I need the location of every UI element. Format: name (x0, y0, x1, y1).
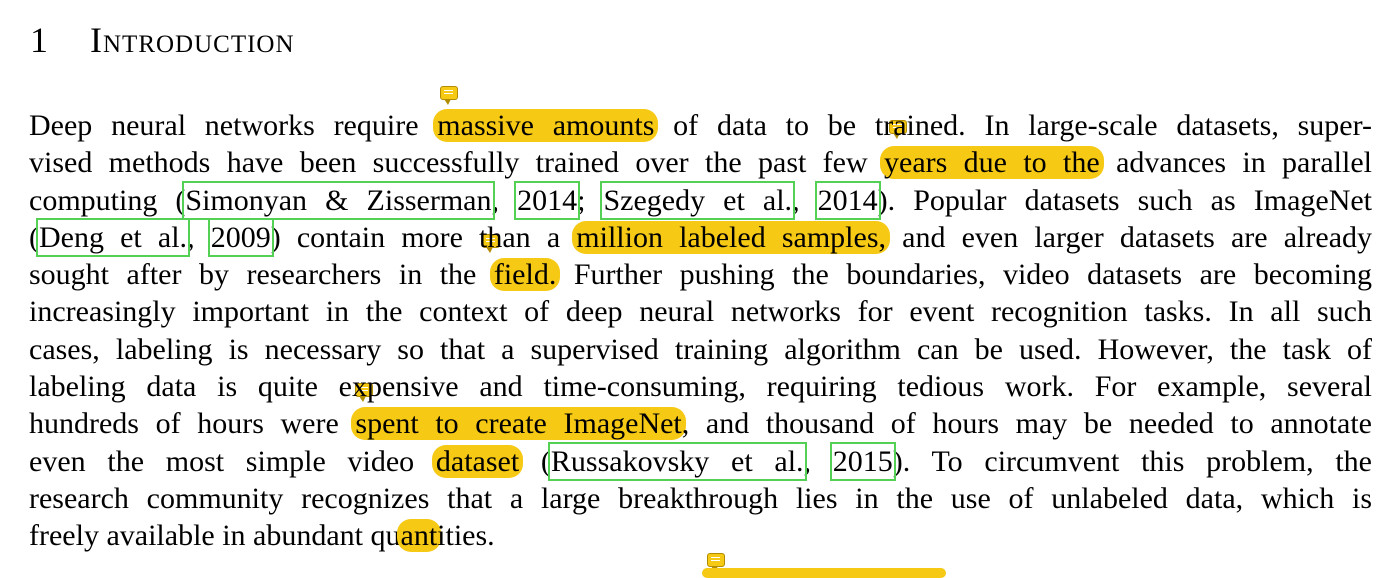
text-run: , (803, 444, 833, 478)
highlight-annotation[interactable]: ant (396, 519, 442, 553)
text-run: Deep neural networks require (29, 109, 438, 142)
text-run: , (491, 183, 518, 217)
comment-note-icon[interactable] (355, 383, 373, 402)
citation-year-link[interactable]: 2015 (829, 441, 896, 481)
citation-link[interactable]: Simonyan & Zisserman (182, 180, 495, 220)
text-run: ( (519, 444, 551, 478)
text-run: ; (577, 183, 604, 217)
highlight-annotation[interactable]: field. (489, 258, 561, 292)
citation-link[interactable]: Russakovsky et al. (547, 441, 807, 481)
text-line: sought after by researchers in the field… (29, 256, 1372, 293)
text-line: Deep neural networks require massive amo… (29, 107, 1372, 144)
text-line: even the most simple video dataset (Russ… (29, 441, 1372, 481)
text-run: of data to be trained. In large-scale da… (654, 109, 1372, 142)
text-run: Further pushing the boundaries, video da… (556, 258, 1372, 292)
introduction-paragraph: Deep neural networks require massive amo… (29, 107, 1372, 555)
text-run: ). To circumvent this problem, the (892, 444, 1372, 478)
highlight-annotation[interactable]: massive amounts (433, 109, 659, 142)
text-run: advances in parallel (1099, 146, 1372, 180)
text-line: computing (Simonyan & Zisserman, 2014; S… (29, 180, 1373, 220)
citation-year-link[interactable]: 2014 (814, 180, 881, 220)
text-run: hundreds of hours were (29, 407, 356, 441)
section-title: Introduction (90, 20, 295, 60)
text-run: ). Popular datasets such as ImageNet (877, 183, 1373, 217)
comment-note-icon[interactable] (889, 120, 907, 139)
highlight-annotation-partial[interactable] (702, 568, 946, 578)
text-run: vised methods have been successfully tra… (29, 146, 885, 180)
text-line: hundreds of hours were spent to create I… (29, 405, 1372, 442)
text-line: labeling data is quite expensive and tim… (29, 370, 1372, 404)
text-line: cases, labeling is necessary so that a s… (29, 332, 1372, 366)
text-run: ) contain more than a (270, 220, 577, 254)
highlight-annotation[interactable]: million labeled samples, (572, 220, 890, 254)
comment-note-icon[interactable] (482, 234, 500, 253)
comment-note-icon[interactable] (707, 553, 725, 572)
text-run: sought after by researchers in the (29, 258, 494, 292)
text-run: and even larger datasets are already (886, 220, 1373, 254)
text-line: freely available in abundant quantities. (29, 517, 1372, 554)
section-number: 1 (30, 20, 49, 60)
citation-link[interactable]: Szegedy et al. (600, 180, 796, 220)
citation-year-link[interactable]: 2014 (514, 180, 581, 220)
highlight-annotation[interactable]: dataset (431, 444, 524, 478)
text-line: vised methods have been successfully tra… (29, 144, 1372, 181)
text-run: ( (29, 220, 39, 254)
highlight-annotation[interactable]: spent to create ImageNet (351, 407, 686, 441)
section-heading: 1 Introduction (30, 22, 295, 58)
text-run: freely available in abundant qu (29, 519, 401, 553)
text-run: computing ( (29, 183, 186, 217)
comment-note-icon[interactable] (440, 86, 458, 105)
text-run: , (187, 220, 211, 254)
text-run: even the most simple video (29, 444, 436, 478)
citation-link[interactable]: Deng et al. (35, 217, 191, 257)
text-run: , (792, 183, 818, 217)
text-line: research community recognizes that a lar… (29, 481, 1372, 515)
highlight-annotation[interactable]: years due to the (880, 146, 1104, 180)
text-run: , and thousand of hours may be needed to… (681, 407, 1372, 441)
text-line: increasingly important in the context of… (29, 295, 1372, 329)
text-run: ities. (437, 519, 495, 553)
citation-year-link[interactable]: 2009 (207, 217, 274, 257)
text-line: (Deng et al., 2009) contain more than a … (29, 217, 1373, 257)
